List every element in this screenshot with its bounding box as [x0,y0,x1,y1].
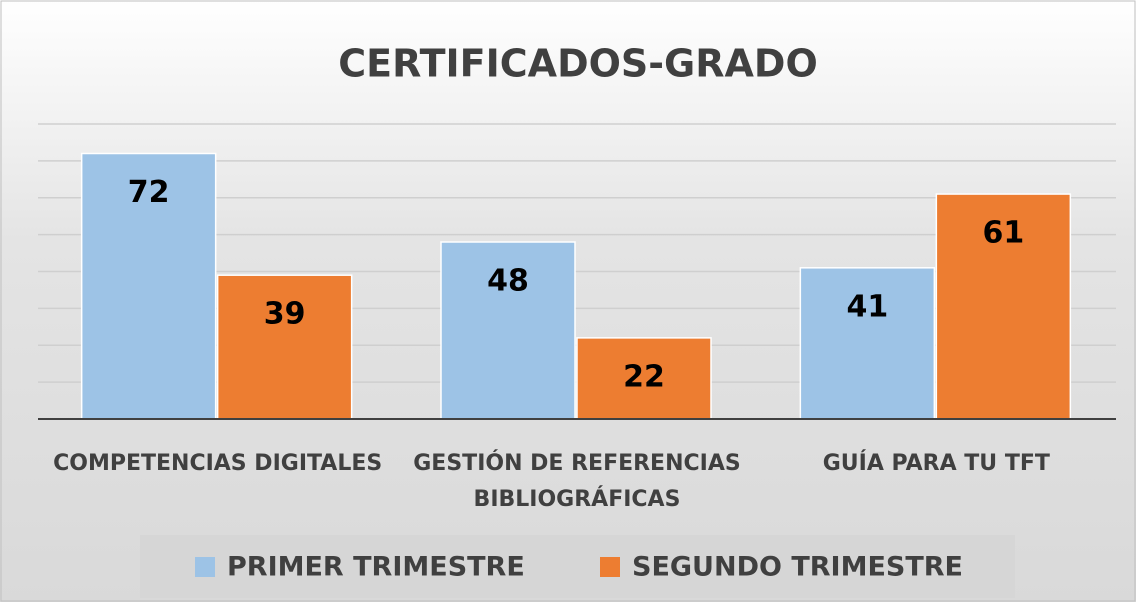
bar [80,152,217,420]
legend-swatch [600,557,620,577]
data-label: 41 [846,289,888,324]
data-label: 61 [982,216,1024,251]
legend-box [140,535,1015,598]
bar [799,267,936,420]
chart-title: CERTIFICADOS-GRADO [338,42,818,86]
x-tick-label: GESTIÓN DE REFERENCIAS BIBLIOGRÁFICAS [413,451,741,512]
data-label: 39 [264,297,306,332]
data-label: 22 [623,359,665,394]
bar [440,241,576,420]
bar [576,337,712,420]
legend-label: PRIMER TRIMESTRE [227,552,525,583]
x-tick-label: COMPETENCIAS DIGITALES [53,451,383,476]
data-label: 72 [128,175,170,210]
data-label: 48 [487,264,529,299]
bar [935,193,1072,420]
bar [216,274,353,420]
legend-swatch [195,557,215,577]
x-tick-label: GUÍA PARA TU TFT [822,451,1050,476]
legend-label: SEGUNDO TRIMESTRE [632,552,963,583]
